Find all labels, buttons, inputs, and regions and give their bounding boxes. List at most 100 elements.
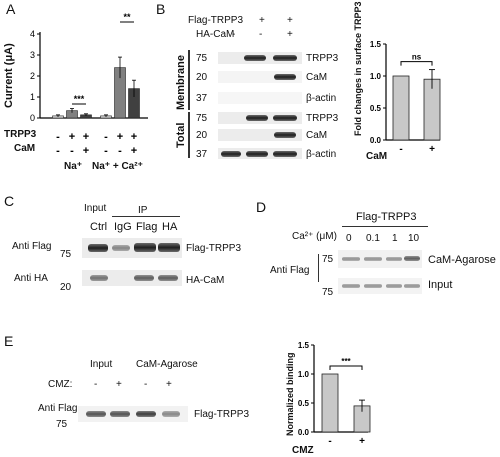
b-x-sign: - — [399, 144, 402, 155]
e-y-tick-label: 0.0 — [298, 428, 310, 437]
panel-e-header-input: Input — [90, 359, 113, 370]
blot-b-membrane-actin — [218, 92, 302, 104]
a-condition-sign: + — [69, 131, 75, 143]
panel-c-lane: Flag — [136, 221, 158, 233]
panel-b-total-bracket — [188, 112, 190, 158]
panel-c-marker: 20 — [60, 282, 72, 293]
panel-b-band-label: TRPP3 — [306, 53, 339, 64]
panel-b-band-label: β-actin — [306, 93, 337, 104]
panel-c-header-input: Input — [84, 203, 107, 214]
panel-c-band-label: HA-CaM — [186, 275, 225, 286]
panel-b-row-label-flag: Flag-TRPP3 — [188, 15, 244, 26]
panel-e-cmz-sign: - — [144, 379, 148, 390]
panel-d-row-label: Input — [428, 279, 453, 291]
a-condition-sign: + — [83, 131, 89, 143]
e-x-sign: + — [359, 436, 365, 447]
panel-c-antibody: Anti Flag — [12, 241, 52, 252]
a-y-tick-label: 3 — [30, 50, 35, 60]
e-y-tick-label: 1.0 — [298, 370, 310, 379]
e-x-sign: - — [328, 436, 331, 447]
panel-d-conc: 10 — [408, 233, 420, 244]
a-sig-marker: ** — [123, 12, 131, 22]
a-sig-marker: *** — [74, 94, 85, 104]
panel-e-marker: 75 — [56, 419, 68, 430]
panel-a-row-label-trpp3: TRPP3 — [4, 129, 37, 140]
panel-letter-a: A — [6, 1, 16, 17]
panel-d-conc-label: Ca²⁺ (μM) — [292, 231, 337, 242]
blot-b-total-cam — [218, 129, 302, 141]
panel-b-sign: + — [287, 15, 293, 26]
panel-b-chart-xrow-label: CaM — [366, 151, 388, 162]
a-condition-sign: - — [56, 145, 60, 157]
panel-b-band-label: β-actin — [306, 149, 337, 160]
panel-c-ip-line — [112, 216, 180, 217]
b-y-tick-label: 1.5 — [370, 40, 382, 49]
panel-c-marker: 75 — [60, 249, 72, 260]
panel-letter-c: C — [4, 193, 15, 209]
panel-letter-d: D — [256, 199, 267, 215]
panel-d-conc: 0 — [346, 233, 352, 244]
e-sig-bracket — [329, 365, 363, 370]
panel-d-marker: 75 — [322, 287, 334, 298]
panel-e-antibody: Anti Flag — [38, 403, 78, 414]
panel-b-sign: - — [232, 29, 236, 40]
panel-letter-b: B — [156, 1, 166, 17]
panel-b-marker: 37 — [196, 149, 208, 160]
panel-b-marker: 37 — [196, 93, 208, 104]
blot-b-total-actin — [218, 148, 302, 159]
a-y-tick-label: 2 — [30, 71, 35, 81]
blot-b-total-trpp3 — [218, 112, 302, 124]
b-x-sign: + — [429, 144, 435, 155]
blot-c-flag — [82, 238, 182, 258]
panel-e-cmz-label: CMZ: — [48, 379, 73, 390]
panel-e-band-label: Flag-TRPP3 — [194, 409, 250, 420]
a-condition-sign: + — [117, 131, 123, 143]
panel-b-band-label: CaM — [306, 130, 328, 141]
a-condition-sign: - — [104, 131, 108, 143]
panel-e-header-cam: CaM-Agarose — [136, 359, 198, 370]
panel-d-marker: 75 — [322, 254, 334, 265]
panel-b-marker: 75 — [196, 113, 208, 124]
blot-b-membrane-cam — [218, 71, 302, 83]
a-condition-sign: - — [118, 145, 122, 157]
a-condition-sign: + — [131, 131, 137, 143]
b-sig-marker: ns — [412, 53, 422, 62]
a-y-tick-label: 4 — [30, 29, 35, 39]
b-bar — [392, 75, 410, 141]
a-y-tick-label: 0 — [30, 113, 35, 123]
blot-d-input — [338, 278, 422, 294]
panel-d-conc: 0.1 — [366, 233, 380, 244]
blot-c-ha — [82, 270, 182, 286]
panel-b-band-label: TRPP3 — [306, 113, 339, 124]
a-condition-sign: - — [56, 131, 60, 143]
panel-b-sign: - — [259, 29, 263, 40]
panel-c-lane: IgG — [114, 221, 132, 233]
panel-a-group-na: Na⁺ — [64, 161, 83, 172]
e-y-tick-label: 0.5 — [298, 399, 310, 408]
panel-a-row-label-cam: CaM — [14, 143, 36, 154]
panel-d-bracket — [318, 254, 319, 282]
b-sig-bracket — [400, 61, 433, 66]
panel-c-antibody: Anti HA — [14, 273, 48, 284]
a-condition-sign: - — [70, 145, 74, 157]
panel-d-antibody: Anti Flag — [270, 265, 310, 276]
a-condition-sign: + — [83, 145, 89, 157]
blot-d-cam-agarose — [338, 250, 422, 268]
panel-c-lane: HA — [162, 221, 178, 233]
panel-b-sign: + — [287, 29, 293, 40]
panel-b-row-label-ha: HA-CaM — [196, 29, 235, 40]
panel-c-band-label: Flag-TRPP3 — [186, 243, 242, 254]
b-y-tick-label: 0.0 — [370, 136, 382, 145]
panel-b-marker: 75 — [196, 53, 208, 64]
a-y-tick-label: 1 — [30, 92, 35, 102]
e-y-tick-label: 1.5 — [298, 341, 310, 350]
e-sig-marker: *** — [341, 357, 351, 366]
blot-b-membrane-trpp3 — [218, 52, 302, 64]
panel-b-marker: 20 — [196, 72, 208, 83]
panel-e-cmz-sign: + — [116, 379, 122, 390]
panel-b-band-label: CaM — [306, 72, 328, 83]
panel-b-membrane-bracket — [188, 50, 190, 110]
panel-e-chart-xrow-label: CMZ — [292, 445, 314, 456]
